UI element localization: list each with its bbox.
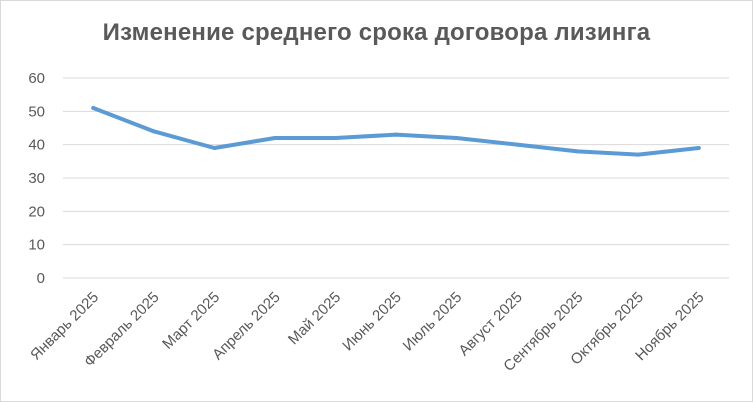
y-tick-label: 20 xyxy=(28,203,45,220)
data-point xyxy=(454,136,459,140)
data-point xyxy=(212,146,217,150)
data-point xyxy=(696,146,701,150)
chart-title: Изменение среднего срока договора лизинг… xyxy=(102,19,651,46)
data-point xyxy=(272,136,277,140)
data-point xyxy=(394,132,398,137)
data-point xyxy=(636,152,641,157)
y-tick-label: 60 xyxy=(28,70,45,87)
x-tick-label: Июль 2025 xyxy=(400,289,466,355)
y-tick-label: 50 xyxy=(28,103,45,120)
data-point xyxy=(151,129,156,134)
x-tick-label: Май 2025 xyxy=(285,289,344,348)
data-point xyxy=(575,149,580,154)
y-tick-label: 40 xyxy=(28,137,45,154)
data-point xyxy=(333,136,338,140)
y-tick-label: 10 xyxy=(28,237,45,254)
y-tick-label: 30 xyxy=(28,170,45,187)
y-tick-label: 0 xyxy=(37,270,45,287)
data-point xyxy=(515,142,520,147)
series-line xyxy=(91,106,701,157)
x-tick-label: Март 2025 xyxy=(159,289,223,353)
x-tick-label: Июнь 2025 xyxy=(339,289,405,355)
data-point xyxy=(91,106,96,110)
